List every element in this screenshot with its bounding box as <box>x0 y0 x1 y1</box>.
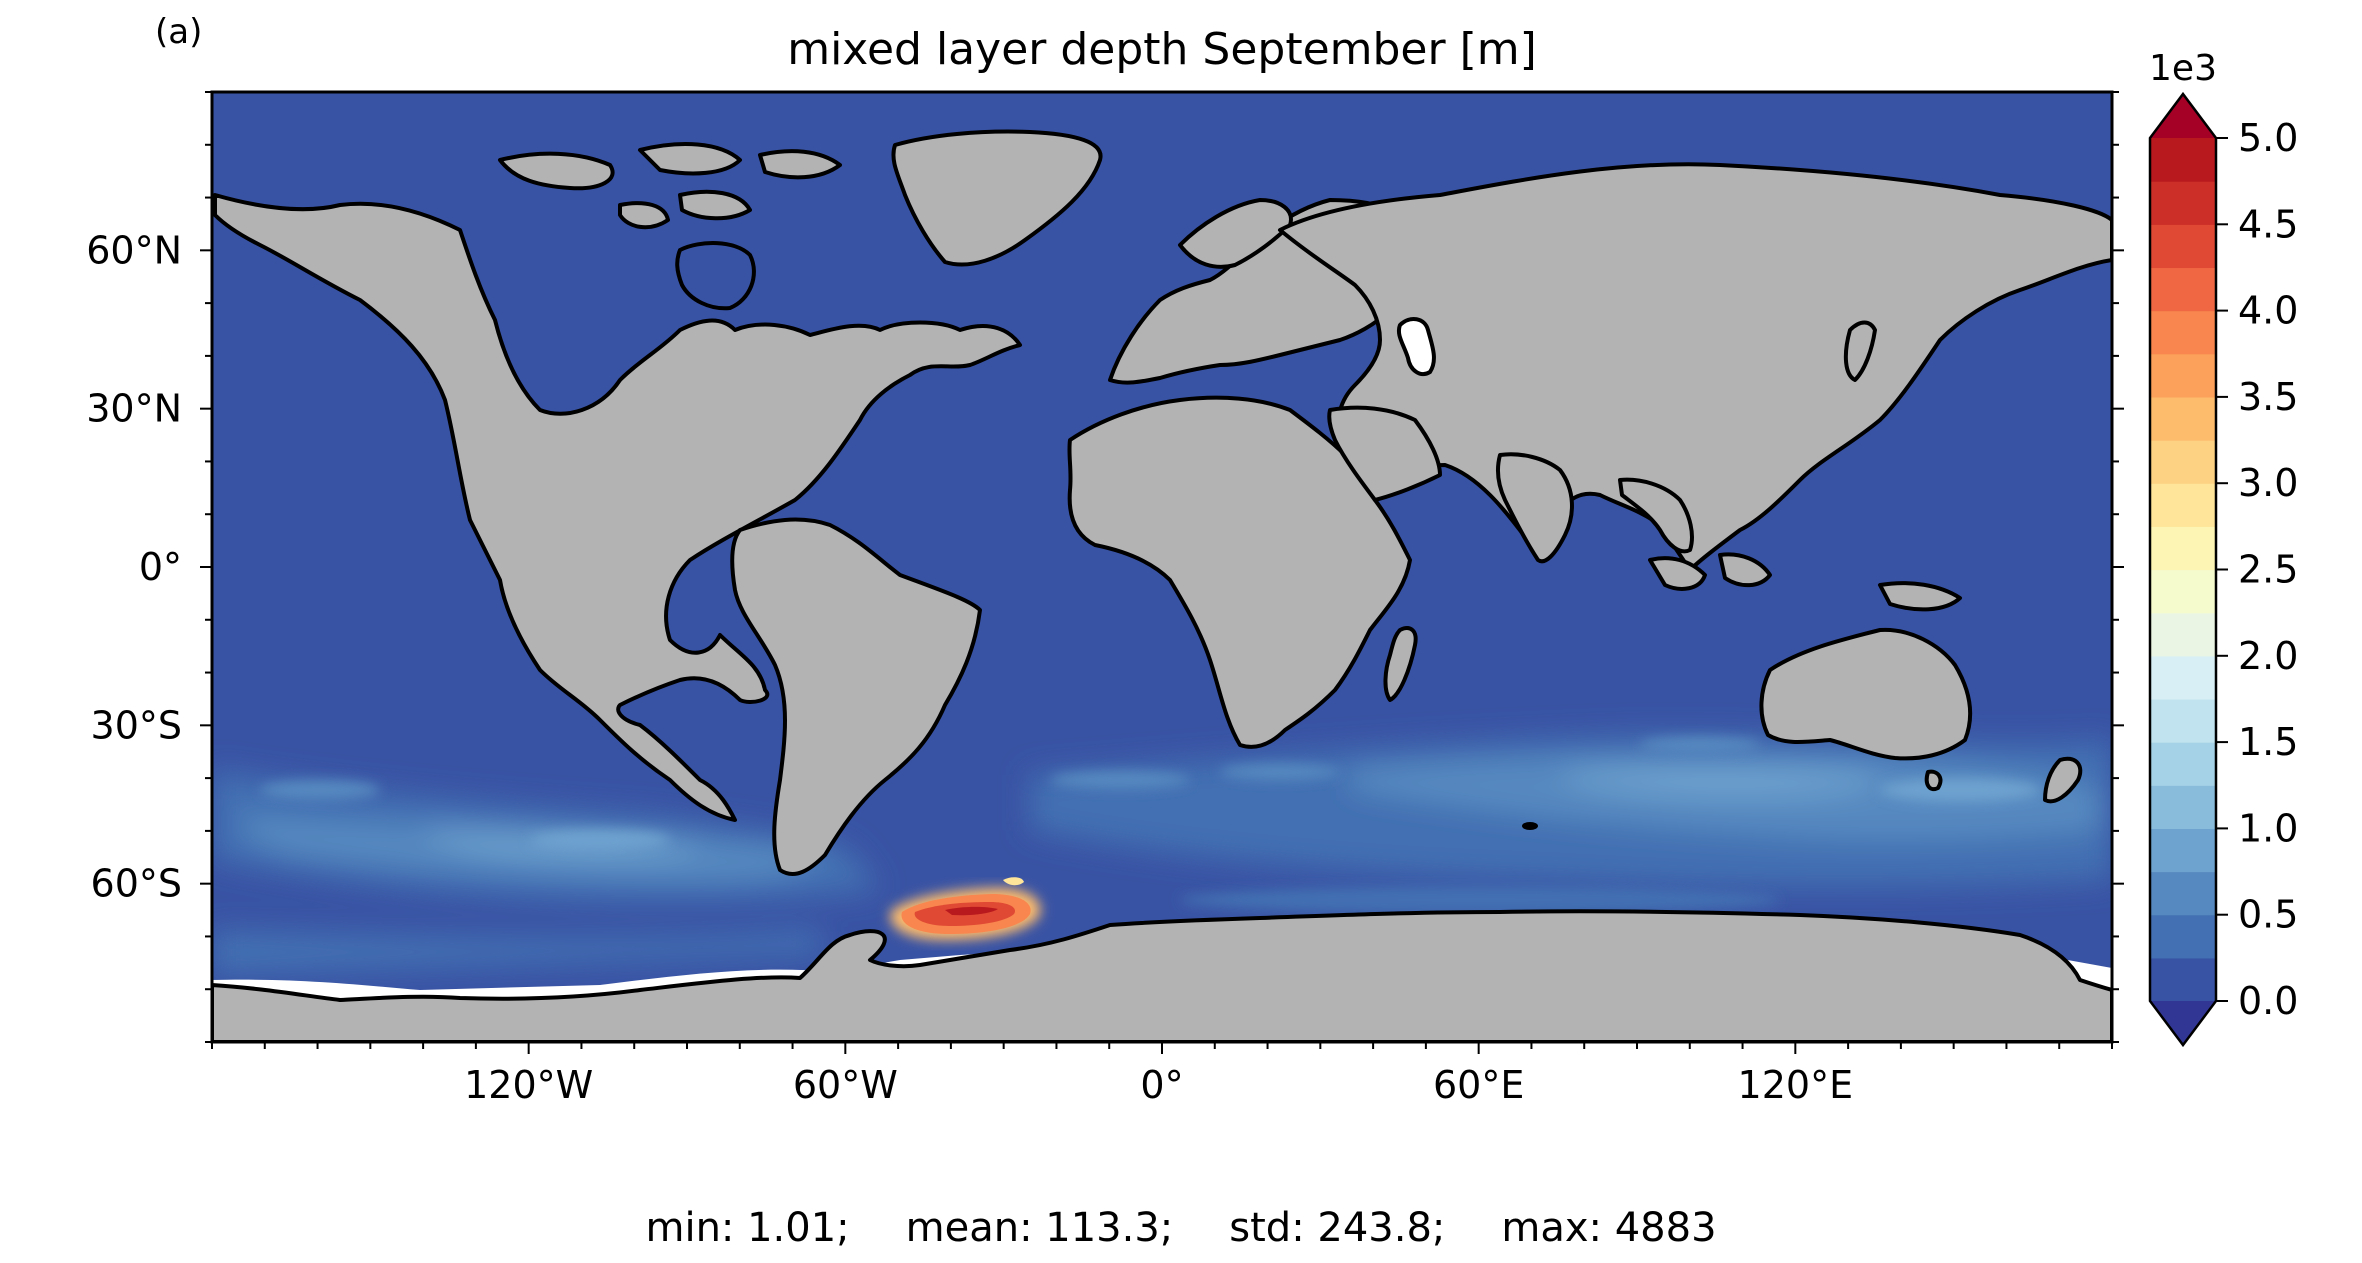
lat-tick-label: 30°S <box>91 703 182 747</box>
southeast-asia <box>1618 477 1772 591</box>
colorbar-swatch <box>2150 655 2216 700</box>
lon-tick-label: 60°E <box>1433 1063 1524 1107</box>
hudson-bay <box>675 241 756 311</box>
caspian-sea <box>1397 317 1436 377</box>
antarctica <box>212 909 2112 1042</box>
colorbar-tick-label: 4.0 <box>2238 289 2298 333</box>
panel-label: (a) <box>155 12 203 52</box>
colorbar-swatch <box>2150 569 2216 614</box>
colorbar-tick-label: 3.0 <box>2238 461 2298 505</box>
colorbar-swatch <box>2150 828 2216 873</box>
colorbar-tick-label: 5.0 <box>2238 116 2298 160</box>
colorbar-swatch <box>2150 483 2216 527</box>
colorbar-swatch <box>2150 698 2216 743</box>
colorbar-extend-min <box>2150 1001 2216 1045</box>
colorbar-tick-label: 4.5 <box>2238 202 2298 246</box>
new-guinea <box>1878 581 1962 612</box>
india <box>1495 452 1574 564</box>
north-america <box>213 193 1022 822</box>
lat-tick-label: 60°N <box>86 228 182 272</box>
colorbar-swatch <box>2150 612 2216 657</box>
southern-ocean-speckle <box>260 737 2040 914</box>
longitude-axis: 120°W 60°W 0° 60°E 120°E <box>211 1042 2113 1107</box>
colorbar: 1e3 0.0 0.5 1.0 1.5 2.0 2.5 3.0 3.5 4.0 4.5 5.0 <box>2148 48 2298 1048</box>
colorbar-multiplier-label: 1e3 <box>2149 48 2217 89</box>
colorbar-tick-label: 0.0 <box>2238 979 2298 1023</box>
colorbar-swatch <box>2150 742 2216 786</box>
colorbar-swatch <box>2150 396 2216 441</box>
land-masses <box>212 129 2112 1042</box>
colorbar-swatch <box>2150 871 2216 916</box>
lat-tick-label: 30°N <box>86 387 182 431</box>
new-zealand <box>2043 756 2083 804</box>
south-america <box>730 517 982 876</box>
canadian-arctic-archipelago <box>498 142 842 230</box>
map-area <box>212 92 2112 1042</box>
stat-max: max: 4883 <box>1501 1205 1717 1251</box>
stat-std: std: 243.8; <box>1229 1205 1446 1251</box>
arabia <box>1327 405 1442 502</box>
marion-island-mask <box>1522 822 1538 830</box>
colorbar-tick-label: 0.5 <box>2238 893 2298 937</box>
japan <box>1843 320 1877 382</box>
tasmania <box>1924 769 1943 792</box>
colorbar-swatch <box>2150 785 2216 829</box>
colorbar-tick-label: 3.5 <box>2238 375 2298 419</box>
lon-tick-label: 120°W <box>464 1063 593 1107</box>
africa <box>1067 395 1412 749</box>
southern-ocean-mld-band <box>212 735 2112 975</box>
colorbar-swatch <box>2150 224 2216 269</box>
map-title: mixed layer depth September [m] <box>787 24 1537 75</box>
lon-tick-label: 60°W <box>793 1063 898 1107</box>
colorbar-tick-label: 1.5 <box>2238 720 2298 764</box>
colorbar-swatch <box>2150 138 2216 182</box>
lat-tick-label: 60°S <box>91 862 182 906</box>
colorbar-swatch <box>2150 267 2216 312</box>
colorbar-swatches <box>2148 91 2218 1048</box>
madagascar <box>1383 626 1418 702</box>
colorbar-swatch <box>2150 353 2216 398</box>
stat-mean: mean: 113.3; <box>905 1205 1174 1251</box>
weddell-sea-deep-convection <box>889 877 1041 940</box>
colorbar-swatch <box>2150 440 2216 484</box>
colorbar-extend-max <box>2150 94 2216 138</box>
colorbar-swatch <box>2150 526 2216 571</box>
colorbar-swatch <box>2150 914 2216 959</box>
colorbar-tick-label: 2.5 <box>2238 548 2298 592</box>
lon-tick-label: 120°E <box>1738 1063 1854 1107</box>
lon-tick-label: 0° <box>1140 1063 1183 1107</box>
colorbar-tick-label: 2.0 <box>2238 634 2298 678</box>
australia <box>1759 627 1973 761</box>
statistics-line: min: 1.01; mean: 113.3; std: 243.8; max: 48… <box>0 1205 2362 1251</box>
lat-tick-label: 0° <box>139 545 182 589</box>
stat-min: min: 1.01; <box>645 1205 850 1251</box>
colorbar-swatch <box>2150 957 2216 1002</box>
colorbar-swatch <box>2150 181 2216 225</box>
colorbar-tick-label: 1.0 <box>2238 806 2298 850</box>
latitude-axis: 60°N 30°N 0° 30°S 60°S <box>86 91 2124 1043</box>
greenland <box>891 129 1103 267</box>
colorbar-ticks: 0.0 0.5 1.0 1.5 2.0 2.5 3.0 3.5 4.0 4.5 5.0 <box>2216 116 2298 1023</box>
colorbar-swatch <box>2150 310 2216 355</box>
